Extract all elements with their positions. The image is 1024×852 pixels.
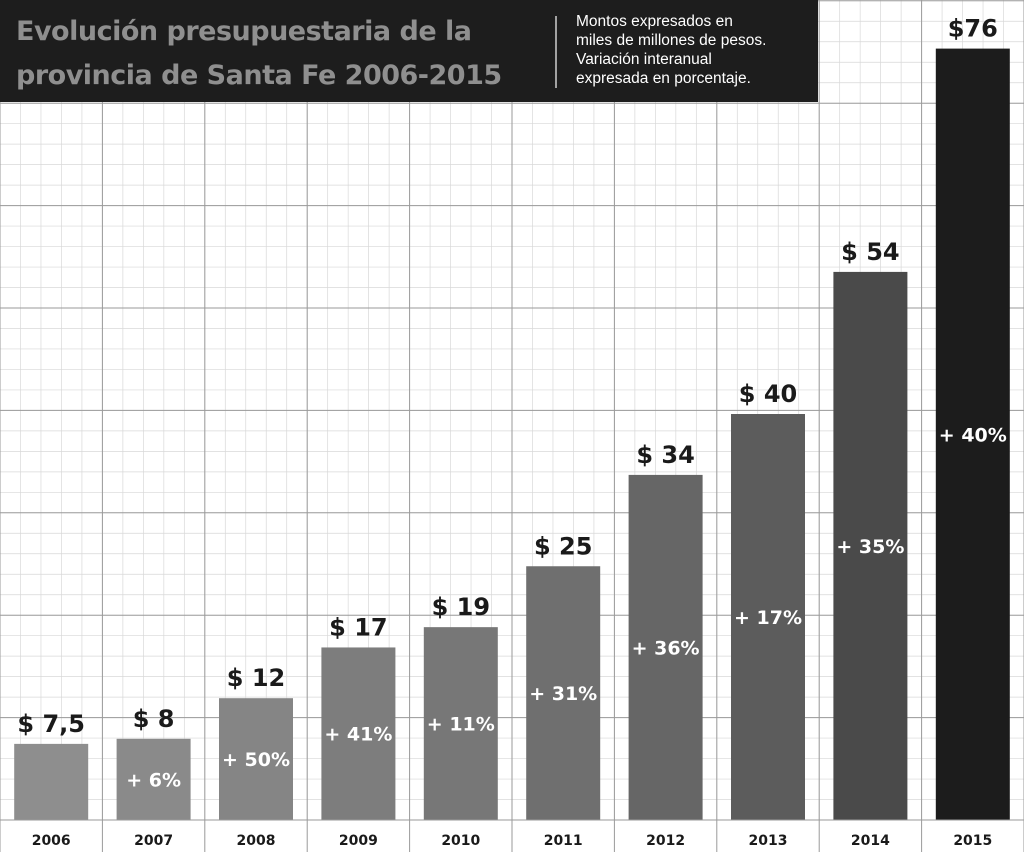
value-label-2006: $ 7,5 xyxy=(17,710,85,738)
change-label-2011: + 31% xyxy=(529,683,597,705)
bar-2008 xyxy=(219,698,293,820)
year-label-2007: 2007 xyxy=(134,833,173,849)
bar-2014 xyxy=(833,271,908,820)
year-label-2010: 2010 xyxy=(441,833,480,849)
year-label-2015: 2015 xyxy=(953,833,992,849)
value-label-2012: $ 34 xyxy=(636,441,694,469)
value-label-2013: $ 40 xyxy=(739,380,797,408)
year-label-2009: 2009 xyxy=(339,833,378,849)
change-label-2013: + 17% xyxy=(734,607,802,629)
bar-2012 xyxy=(628,474,703,820)
change-label-2008: + 50% xyxy=(222,749,290,771)
change-label-2012: + 36% xyxy=(632,637,700,659)
chart-subtitle-line-3: Variación interanual xyxy=(576,51,712,68)
year-label-2006: 2006 xyxy=(32,833,71,849)
year-label-2008: 2008 xyxy=(237,833,276,849)
chart-subtitle-line-4: expresada en porcentaje. xyxy=(576,70,751,87)
year-label-2012: 2012 xyxy=(646,833,685,849)
change-label-2009: + 41% xyxy=(324,724,392,746)
bar-2006 xyxy=(14,743,89,820)
chart-title-line-1: Evolución presupuestaria de la xyxy=(16,16,472,47)
value-label-2007: $ 8 xyxy=(133,705,175,733)
value-label-2010: $ 19 xyxy=(432,593,490,621)
bar-2010 xyxy=(423,627,498,820)
bar-2015 xyxy=(935,48,1010,821)
bar-2009 xyxy=(321,647,396,820)
chart-title-line-2: provincia de Santa Fe 2006-2015 xyxy=(16,60,502,91)
value-label-2014: $ 54 xyxy=(841,238,899,266)
value-label-2008: $ 12 xyxy=(227,664,285,692)
value-label-2011: $ 25 xyxy=(534,532,592,560)
bar-2013 xyxy=(731,414,805,820)
year-label-2014: 2014 xyxy=(851,833,890,849)
change-label-2010: + 11% xyxy=(427,714,495,736)
change-label-2015: + 40% xyxy=(939,424,1007,446)
year-label-2011: 2011 xyxy=(544,833,583,849)
chart-header: Evolución presupuestaria de la provincia… xyxy=(0,0,818,102)
value-label-2009: $ 17 xyxy=(329,613,387,641)
year-label-2013: 2013 xyxy=(749,833,788,849)
value-label-2015: $76 xyxy=(948,15,998,43)
bar-2011 xyxy=(526,566,601,820)
chart-bars xyxy=(14,48,1010,821)
chart-labels: $ 7,5 2006 $ 8 + 6% 2007 $ 12 + 50% 2008 $ 17 + 4… xyxy=(0,15,1024,852)
chart-subtitle-line-1: Montos expresados en xyxy=(576,13,733,30)
header-background xyxy=(0,0,818,102)
chart-subtitle-line-2: miles de millones de pesos. xyxy=(576,32,766,49)
change-label-2007: + 6% xyxy=(126,769,181,791)
bar-2007 xyxy=(116,738,191,820)
change-label-2014: + 35% xyxy=(836,536,904,558)
